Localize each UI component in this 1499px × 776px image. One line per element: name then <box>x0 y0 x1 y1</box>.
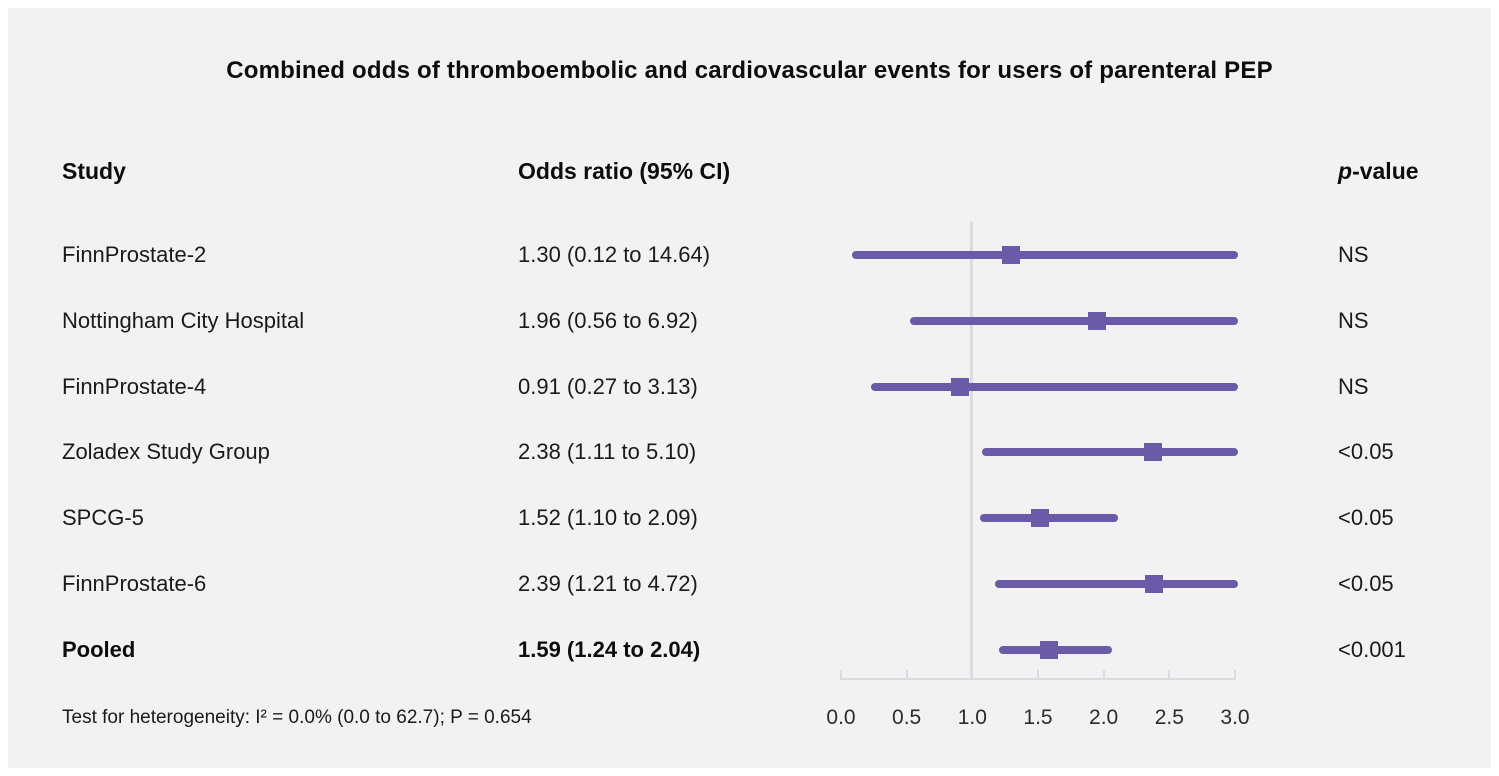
confidence-interval-line <box>980 514 1119 522</box>
point-estimate-marker <box>1143 443 1162 462</box>
confidence-interval-line <box>981 448 1238 457</box>
confidence-interval-line <box>851 251 1238 259</box>
point-estimate-marker <box>1144 574 1163 593</box>
confidence-interval-line <box>909 316 1238 325</box>
odds-ratio-ci-value: 2.38 (1.11 to 5.10) <box>518 439 697 465</box>
x-axis-tick <box>1234 670 1236 679</box>
heterogeneity-footnote: Test for heterogeneity: I² = 0.0% (0.0 t… <box>62 707 532 728</box>
column-header-study: Study <box>62 158 126 184</box>
odds-ratio-ci-value: 0.91 (0.27 to 3.13) <box>518 373 698 399</box>
x-axis-tick-label: 2.5 <box>1154 706 1184 729</box>
odds-ratio-ci-value: 2.39 (1.21 to 4.72) <box>518 570 698 596</box>
p-value-header-rest: -value <box>1352 158 1419 184</box>
confidence-interval-line <box>871 382 1238 391</box>
point-estimate-marker <box>1030 509 1049 527</box>
confidence-interval-line <box>994 579 1238 588</box>
study-label: FinnProstate-6 <box>62 570 207 596</box>
study-label: Nottingham City Hospital <box>62 307 305 333</box>
x-axis-tick <box>905 670 908 679</box>
study-label: Pooled <box>62 636 136 662</box>
x-axis-tick-label: 3.0 <box>1220 706 1250 729</box>
x-axis-tick-label: 0.5 <box>892 706 922 729</box>
x-axis-tick <box>840 670 842 679</box>
point-estimate-marker <box>950 377 969 396</box>
p-value: NS <box>1338 373 1369 399</box>
p-value: <0.001 <box>1338 636 1406 662</box>
x-axis-tick <box>1037 670 1039 679</box>
x-axis-tick <box>1102 670 1105 679</box>
point-estimate-marker <box>1001 246 1020 264</box>
x-axis-tick <box>971 670 974 679</box>
figure-background-panel <box>8 8 1491 768</box>
p-value: NS <box>1338 242 1369 267</box>
reference-line-or-1 <box>969 222 973 680</box>
x-axis-tick-label: 2.0 <box>1089 706 1119 729</box>
x-axis-tick-label: 0.0 <box>826 706 856 729</box>
column-header-odds-ratio: Odds ratio (95% CI) <box>518 158 731 184</box>
x-axis-tick-label: 1.5 <box>1023 706 1053 729</box>
p-value: <0.05 <box>1338 570 1394 596</box>
odds-ratio-ci-value: 1.96 (0.56 to 6.92) <box>518 307 698 333</box>
odds-ratio-ci-value: 1.52 (1.10 to 2.09) <box>518 505 698 530</box>
odds-ratio-ci-value: 1.30 (0.12 to 14.64) <box>518 242 711 267</box>
point-estimate-marker <box>1088 311 1107 330</box>
p-value-header-italic-p: p <box>1338 158 1353 184</box>
p-value: NS <box>1338 307 1369 333</box>
x-axis-line <box>840 678 1236 680</box>
column-header-p-value: p-value <box>1338 156 1419 186</box>
x-axis-tick-label: 1.0 <box>957 706 987 729</box>
study-label: FinnProstate-2 <box>62 242 207 267</box>
p-value: <0.05 <box>1338 439 1394 465</box>
x-axis-tick <box>1168 670 1171 679</box>
study-label: FinnProstate-4 <box>62 373 207 399</box>
study-label: SPCG-5 <box>62 505 144 530</box>
odds-ratio-ci-value: 1.59 (1.24 to 2.04) <box>518 636 701 662</box>
chart-title: Combined odds of thromboembolic and card… <box>226 57 1273 84</box>
p-value: <0.05 <box>1338 505 1394 530</box>
study-label: Zoladex Study Group <box>62 439 270 465</box>
point-estimate-marker <box>1039 640 1058 659</box>
